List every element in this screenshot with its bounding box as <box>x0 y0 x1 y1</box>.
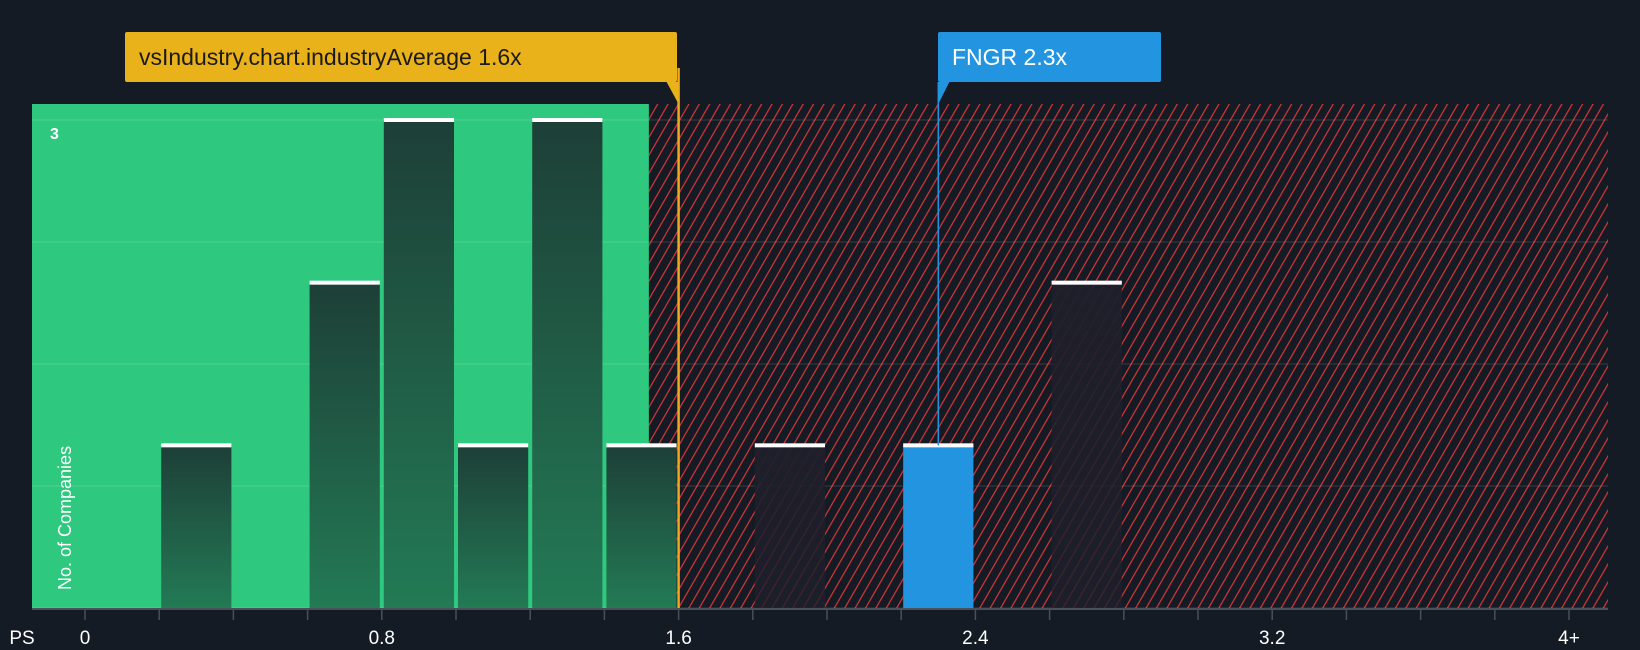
y-tick-label: 3 <box>50 126 59 143</box>
x-tick-label: 2.4 <box>962 628 989 649</box>
bar-cap <box>606 443 677 448</box>
histogram-bar <box>606 445 677 608</box>
industry-average-callout: vsIndustry.chart.industryAverage 1.6x <box>125 32 677 82</box>
bar-cap <box>309 280 380 285</box>
histogram-bar <box>1051 282 1122 608</box>
histogram-bar <box>458 445 529 608</box>
bar-cap <box>383 118 454 122</box>
x-tick-label: 0.8 <box>368 628 396 649</box>
company-callout: FNGR 2.3x <box>938 32 1161 82</box>
histogram-bar <box>161 445 232 608</box>
x-axis-label: PS <box>9 628 35 649</box>
company-bar <box>903 445 974 608</box>
bar-cap <box>532 118 603 122</box>
x-tick-label: 0 <box>79 628 91 649</box>
histogram-bar <box>532 120 603 608</box>
callout-pointer <box>666 82 679 104</box>
y-axis-label: No. of Companies <box>55 445 75 590</box>
bar-cap <box>1051 280 1122 285</box>
bar-cap <box>754 443 825 448</box>
x-tick-label: 4+ <box>1558 628 1580 649</box>
histogram-bar <box>754 445 825 608</box>
bar-cap <box>458 443 529 448</box>
x-tick-label: 3.2 <box>1258 628 1286 649</box>
histogram-bar <box>309 282 380 608</box>
x-tick-label: 1.6 <box>665 628 692 649</box>
callout-pointer <box>938 82 950 104</box>
bar-cap <box>161 443 232 448</box>
histogram-bar <box>383 120 454 608</box>
